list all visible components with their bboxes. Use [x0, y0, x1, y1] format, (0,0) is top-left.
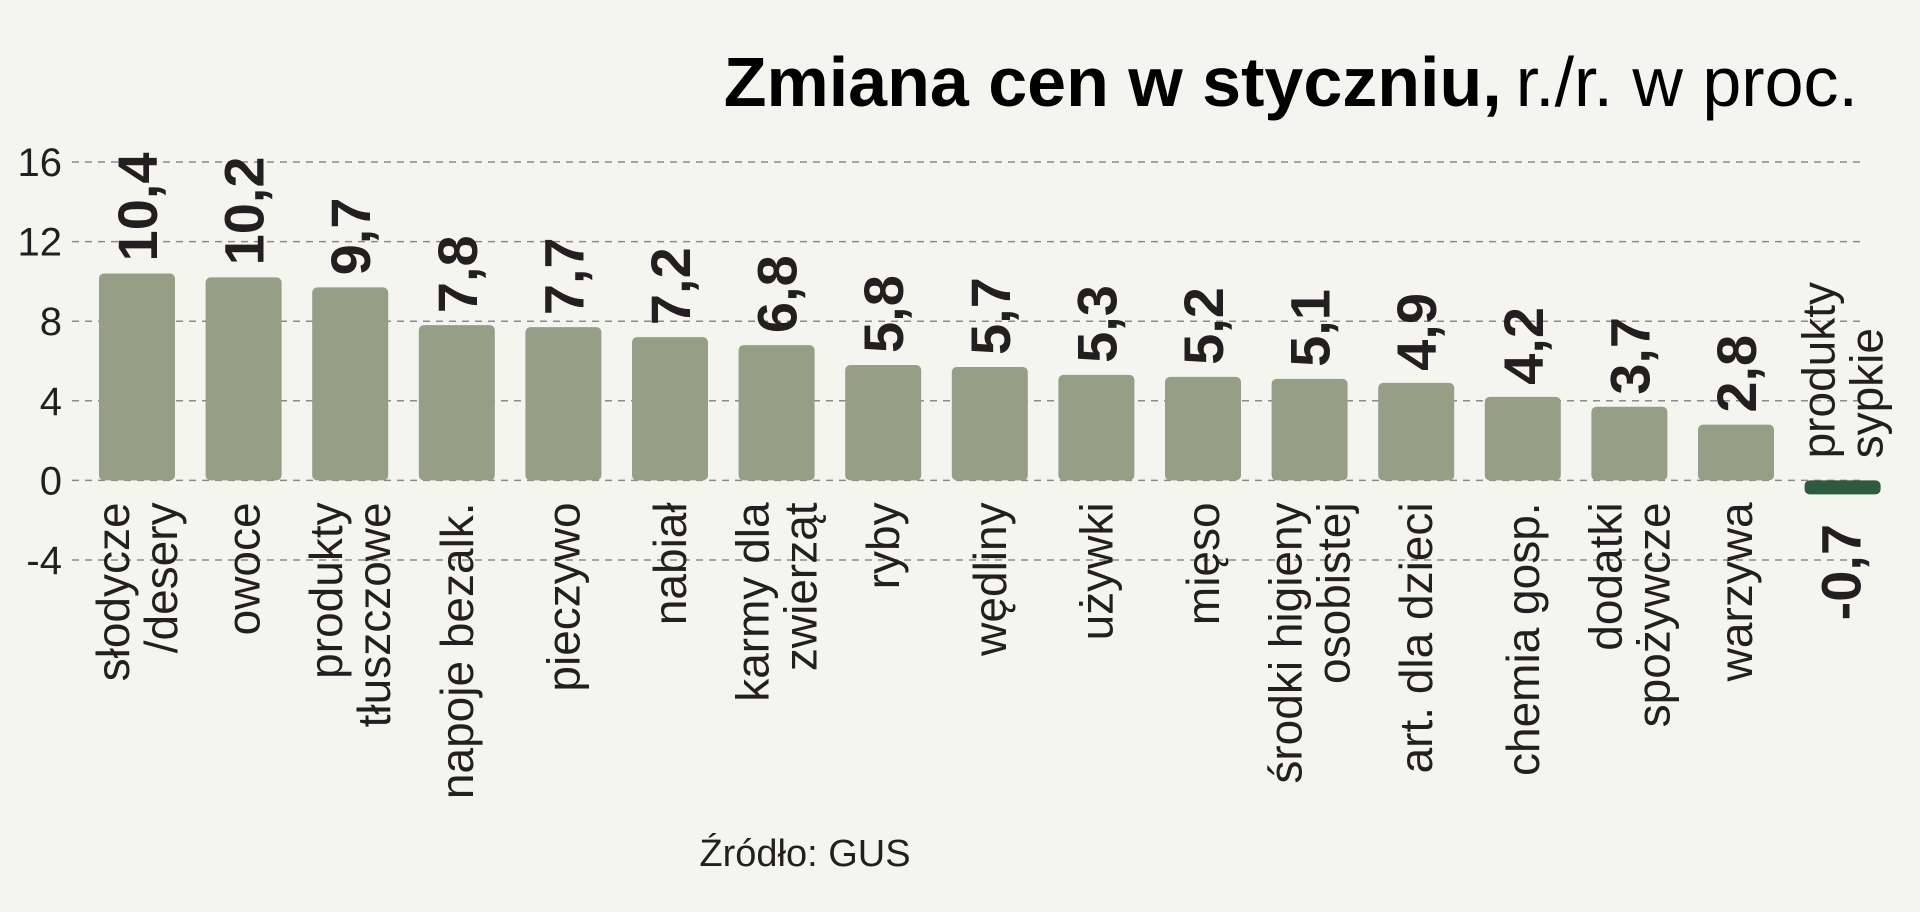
category-label-line: owoce [218, 502, 270, 635]
bar [1804, 480, 1881, 495]
category-label-line: nabiał [644, 502, 696, 625]
category-label-line: osobistej [1308, 502, 1360, 684]
category-label: warzywa [1710, 502, 1762, 682]
category-labels: słodycze/desery owoce produktytłuszczowe na… [87, 282, 1893, 799]
data-label: 10,2 [213, 156, 276, 265]
data-label: 4,2 [1492, 307, 1555, 385]
category-label: środki higienyosobistej [1260, 502, 1360, 783]
category-label-line: produkty [1793, 282, 1845, 458]
bar [1271, 378, 1348, 481]
category-label-line: zwierząt [775, 502, 827, 671]
category-label: owoce [218, 502, 270, 635]
category-label-line: karmy dla [727, 502, 779, 702]
data-label: 5,3 [1065, 285, 1128, 363]
data-label: 5,8 [852, 275, 915, 353]
data-label: 10,4 [106, 152, 169, 261]
category-label: nabiał [644, 502, 696, 625]
data-label: 5,7 [959, 277, 1022, 355]
category-label-line: dodatki [1579, 502, 1631, 650]
category-label-line: sypkie [1841, 328, 1893, 458]
y-tick-label: 12 [18, 221, 63, 265]
value-labels: 10,4 10,2 9,7 7,8 7,7 7,2 6,8 5,8 5,7 5,3 5,2 5,1 4,… [106, 152, 1873, 620]
category-label-line: tłuszczowe [348, 502, 400, 727]
category-label-line: spożywcze [1627, 502, 1679, 727]
bar [418, 325, 495, 481]
category-label: słodycze/desery [87, 502, 187, 681]
category-label-line: produkty [300, 502, 352, 678]
bar [738, 345, 815, 481]
category-label-line: wędliny [964, 502, 1016, 656]
data-label: 3,7 [1598, 317, 1661, 395]
bar [1058, 374, 1135, 481]
data-label: 5,1 [1279, 289, 1342, 367]
category-label-line: mięso [1177, 502, 1229, 625]
bar [525, 327, 602, 481]
source-note: Źródło: GUS [699, 832, 910, 875]
chart-title-main: Zmiana cen w styczniu, [724, 43, 1502, 121]
bar [1484, 396, 1561, 481]
category-label-line: słodycze [87, 502, 139, 681]
y-tick-label: 8 [40, 300, 62, 344]
category-label-line: chemia gosp. [1497, 502, 1549, 776]
category-label: dodatkispożywcze [1579, 502, 1679, 727]
category-label-line: art. dla dzieci [1390, 502, 1442, 773]
category-label-line: używki [1070, 502, 1122, 640]
data-label: 7,8 [426, 235, 489, 313]
y-tick-label: 16 [18, 141, 63, 185]
bar [99, 273, 175, 481]
data-label: 9,7 [319, 198, 382, 276]
category-label: pieczywo [537, 502, 589, 691]
category-label-line: napoje bezalk. [431, 502, 483, 799]
category-label-line: ryby [857, 502, 909, 589]
category-label: mięso [1177, 502, 1229, 625]
y-tick-label: 4 [40, 380, 62, 424]
bar [845, 364, 922, 481]
y-axis: 16 12 8 4 0 -4 [18, 141, 63, 583]
bar [1698, 424, 1774, 481]
bar [1591, 406, 1668, 481]
bar [951, 366, 1028, 481]
category-label-line: /desery [135, 502, 187, 653]
category-label: chemia gosp. [1497, 502, 1549, 776]
category-label-line: środki higieny [1260, 502, 1312, 783]
y-tick-label: -4 [26, 539, 62, 583]
bar [1165, 376, 1241, 481]
chart-subtitle: r./r. w proc. [1516, 43, 1858, 121]
category-label: produktysypkie [1793, 282, 1893, 458]
data-label: 7,7 [532, 237, 595, 315]
category-label: wędliny [964, 502, 1016, 656]
category-label: produktytłuszczowe [300, 502, 400, 727]
category-label: napoje bezalk. [431, 502, 483, 799]
category-label-line: warzywa [1710, 502, 1762, 682]
category-label-line: pieczywo [537, 502, 589, 691]
category-label: art. dla dzieci [1390, 502, 1442, 773]
category-label: ryby [857, 502, 909, 589]
data-label: 2,8 [1705, 335, 1768, 413]
data-label: 5,2 [1172, 287, 1235, 365]
category-label: używki [1070, 502, 1122, 640]
bar [632, 337, 708, 481]
bars [99, 273, 1881, 495]
chart-title: Zmiana cen w styczniu, r./r. w proc. [724, 43, 1858, 121]
data-label: 6,8 [746, 255, 809, 333]
data-label: -0,7 [1810, 524, 1873, 621]
bar [312, 287, 389, 481]
y-tick-label: 0 [40, 459, 62, 503]
bar [1378, 382, 1455, 481]
data-label: 4,9 [1385, 293, 1448, 371]
bar [205, 277, 282, 481]
data-label: 7,2 [639, 247, 702, 325]
category-label: karmy dlazwierząt [727, 502, 827, 702]
